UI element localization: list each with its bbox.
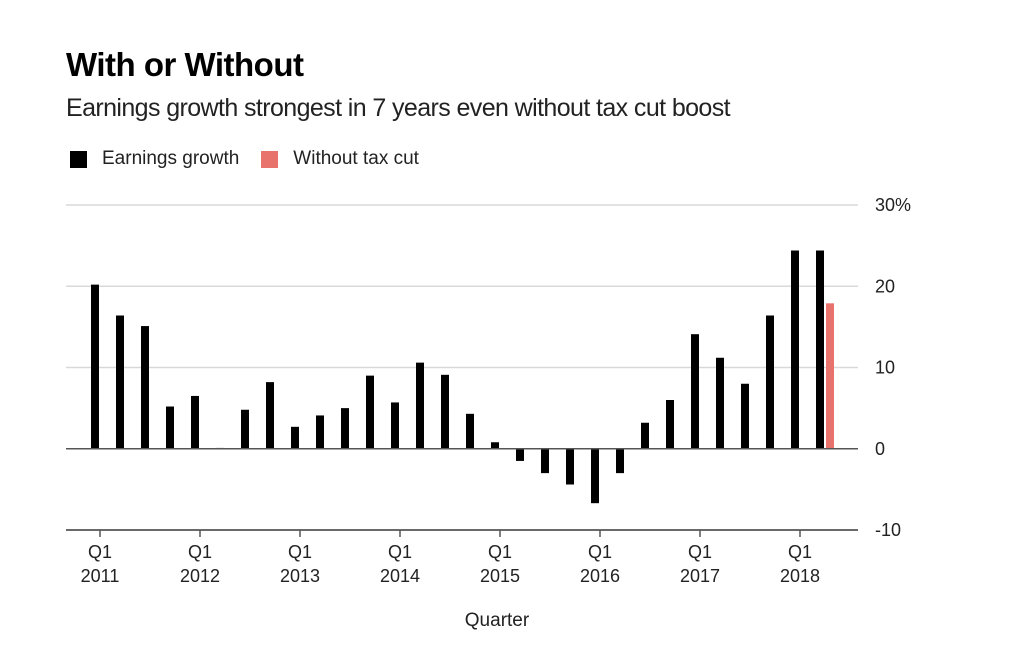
x-tick-label-quarter: Q1: [388, 542, 412, 562]
legend-label-earnings-growth: Earnings growth: [102, 148, 240, 169]
bar-earnings-growth: [791, 250, 799, 449]
x-tick-label-year: 2014: [380, 566, 420, 586]
bar-earnings-growth: [491, 442, 499, 449]
bar-earnings-growth: [566, 448, 574, 485]
x-tick-label-quarter: Q1: [788, 542, 812, 562]
bar-earnings-growth: [716, 357, 724, 449]
y-tick-label: 20: [875, 276, 895, 296]
y-tick-label: 0: [875, 439, 885, 459]
bar-earnings-growth: [541, 448, 549, 474]
x-tick-label-year: 2011: [81, 566, 120, 586]
x-tick-label-year: 2018: [780, 566, 820, 586]
bar-earnings-growth: [516, 448, 524, 461]
bar-earnings-growth: [316, 415, 324, 449]
bar-earnings-growth: [441, 374, 449, 449]
bar-earnings-growth: [341, 408, 349, 449]
bar-earnings-growth: [366, 375, 374, 449]
y-tick-label: 30%: [875, 195, 911, 215]
legend-swatch-earnings-growth: [70, 150, 87, 168]
bar-earnings-growth: [616, 448, 624, 474]
bar-earnings-growth: [641, 422, 649, 449]
bar-earnings-growth: [191, 395, 199, 449]
bar-earnings-growth: [291, 426, 299, 449]
bar-earnings-growth: [241, 409, 249, 449]
x-tick-label-quarter: Q1: [588, 542, 612, 562]
bar-earnings-growth: [466, 413, 474, 449]
x-tick-label-year: 2013: [280, 566, 320, 586]
x-tick-label-year: 2017: [680, 566, 720, 586]
bar-earnings-growth: [166, 406, 174, 449]
x-tick-label-year: 2012: [180, 566, 220, 586]
y-tick-label: 10: [875, 358, 895, 378]
x-tick-label-year: 2016: [580, 566, 620, 586]
chart-legend: Earnings growth Without tax cut: [70, 148, 441, 170]
bar-earnings-growth: [591, 448, 599, 504]
x-tick-label-quarter: Q1: [488, 542, 512, 562]
bar-earnings-growth: [666, 400, 674, 449]
bar-earnings-growth: [741, 383, 749, 449]
bar-earnings-growth: [691, 334, 699, 449]
x-tick-label-quarter: Q1: [288, 542, 312, 562]
bar-earnings-growth: [141, 326, 149, 449]
bar-earnings-growth: [91, 284, 99, 449]
bar-earnings-growth: [266, 382, 274, 449]
bar-earnings-growth: [391, 402, 399, 449]
x-tick-label-quarter: Q1: [188, 542, 212, 562]
y-tick-label: -10: [875, 520, 901, 540]
chart-subtitle: Earnings growth strongest in 7 years eve…: [66, 94, 731, 122]
x-tick-label-quarter: Q1: [688, 542, 712, 562]
chart-title: With or Without: [66, 46, 304, 83]
legend-label-without-tax-cut: Without tax cut: [293, 148, 419, 169]
x-tick-label-year: 2015: [480, 566, 520, 586]
legend-item-earnings-growth: Earnings growth: [70, 148, 239, 170]
bar-earnings-growth: [116, 315, 124, 449]
bar-earnings-growth: [816, 250, 824, 449]
legend-swatch-without-tax-cut: [261, 150, 279, 168]
x-axis-title: Quarter: [465, 610, 530, 631]
bar-without-tax-cut: [826, 303, 834, 449]
bar-earnings-growth: [416, 362, 424, 449]
legend-item-without-tax-cut: Without tax cut: [261, 148, 419, 170]
x-tick-label-quarter: Q1: [88, 542, 112, 562]
bar-earnings-growth: [766, 315, 774, 449]
